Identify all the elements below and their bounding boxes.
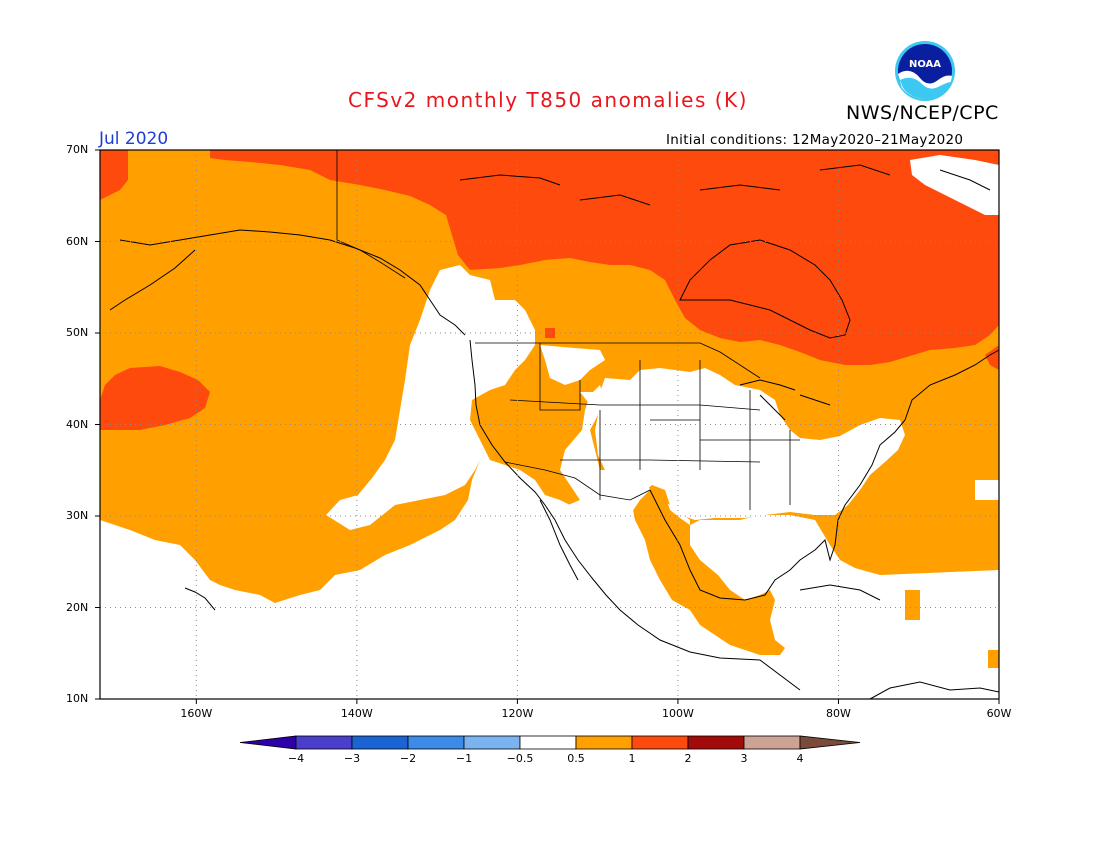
noaa-logo-icon: NOAA	[895, 41, 955, 101]
colorbar-swatch	[463, 735, 521, 750]
strong-warm-anomaly-north	[210, 150, 999, 365]
colorbar-swatch	[687, 735, 745, 750]
colorbar-swatch	[295, 735, 353, 750]
state-borders	[509, 343, 800, 510]
valid-month: Jul 2020	[99, 129, 169, 149]
south-america	[869, 681, 1000, 700]
political-borders	[336, 150, 800, 510]
lat-label: 50N	[66, 326, 89, 339]
lat-label: 30N	[66, 509, 89, 522]
alaska-peninsula	[109, 249, 196, 311]
colorbar-swatch	[743, 735, 801, 750]
west-coast	[469, 339, 801, 691]
gulf-coast	[649, 419, 906, 601]
arctic-islands	[459, 164, 991, 206]
colorbar-label: 1	[628, 752, 636, 765]
lon-label: 120W	[501, 707, 534, 720]
alaska-coast	[119, 229, 466, 336]
colorbar-swatch	[407, 735, 465, 750]
great-lakes	[739, 379, 831, 421]
lon-label: 100W	[661, 707, 694, 720]
hudson-bay	[679, 239, 851, 339]
strong-warm-anomaly-maritime	[985, 345, 999, 370]
baja	[539, 499, 579, 581]
colorbar-under-triangle	[239, 735, 297, 750]
neutral-region-mexico	[560, 470, 700, 650]
neutral-region-west	[540, 345, 605, 385]
axis-ticks	[95, 149, 1000, 704]
lon-label: 80W	[826, 707, 851, 720]
alaska-canada-border	[336, 150, 406, 279]
colorbar-over-triangle	[799, 735, 861, 750]
lat-label: 60N	[66, 234, 89, 248]
lon-label: 160W	[180, 707, 213, 720]
logo-text: NOAA	[909, 59, 941, 70]
colorbar-label: 3	[740, 752, 748, 765]
coastlines	[109, 164, 1000, 700]
east-coast	[904, 349, 1000, 421]
lat-label: 10N	[66, 692, 89, 705]
strong-warm-anomaly-pacific	[100, 366, 210, 430]
neutral-region-conus	[580, 368, 905, 520]
initial-conditions: Initial conditions: 12May2020–21May2020	[666, 132, 964, 148]
colorbar-swatch	[575, 735, 633, 750]
strong-warm-anomaly-kamchatka	[100, 150, 128, 200]
agency-label: NWS/NCEP/CPC	[846, 102, 999, 124]
lat-label: 20N	[66, 600, 89, 614]
hawaii	[184, 587, 216, 611]
colorbar-label: −3	[343, 752, 361, 765]
us-canada-border	[475, 342, 761, 379]
colorbar-label: −0.5	[506, 752, 534, 765]
neutral-region-arctic	[910, 155, 999, 215]
colorbar-label: 2	[684, 752, 692, 765]
warm-anomaly-atlantic	[988, 650, 999, 668]
colorbar-label: 0.5	[567, 752, 585, 765]
colorbar-label: 4	[796, 752, 804, 765]
colorbar-label: −1	[455, 752, 473, 765]
colorbar-label: −2	[399, 752, 417, 765]
lon-label: 140W	[340, 707, 373, 720]
map-title: CFSv2 monthly T850 anomalies (K)	[348, 88, 748, 112]
lon-label: 60W	[986, 707, 1012, 720]
colorbar-swatch	[519, 735, 577, 750]
colorbar-label: −4	[287, 752, 305, 765]
lat-label: 70N	[66, 143, 89, 156]
us-mexico-border	[504, 461, 651, 501]
cuba	[799, 584, 881, 601]
colorbar-swatch	[631, 735, 689, 750]
colorbar-swatch	[351, 735, 409, 750]
lat-label: 40N	[66, 417, 89, 431]
warm-anomaly-caribbean	[905, 590, 920, 620]
